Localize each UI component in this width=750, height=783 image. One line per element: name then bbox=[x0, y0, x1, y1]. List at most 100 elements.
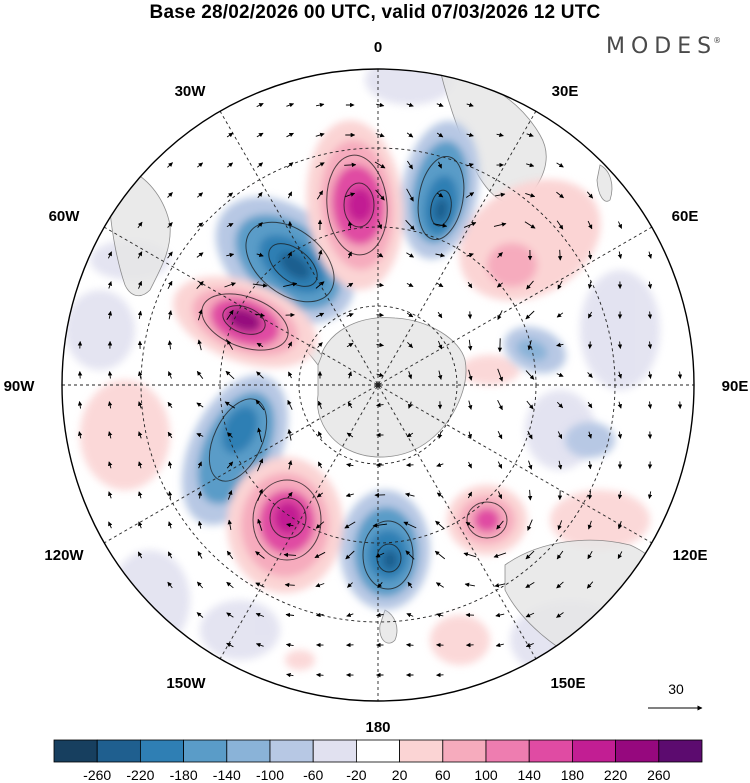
colorbar-swatch bbox=[485, 739, 530, 763]
wind-arrow bbox=[315, 132, 325, 138]
wind-arrow bbox=[407, 581, 413, 589]
new-zealand bbox=[379, 609, 398, 644]
wind-arrow bbox=[586, 581, 594, 589]
wind-arrow bbox=[376, 342, 384, 348]
wind-arrow bbox=[318, 249, 323, 261]
wind-arrow bbox=[196, 402, 204, 408]
wind-arrow bbox=[617, 341, 623, 349]
wind-arrow bbox=[286, 102, 295, 108]
wind-arrow bbox=[196, 433, 204, 438]
wind-arrow bbox=[167, 162, 173, 168]
wind-arrow bbox=[167, 551, 173, 559]
wind-arrow bbox=[617, 221, 623, 229]
registered-mark: ® bbox=[713, 36, 722, 45]
wind-arrow bbox=[617, 521, 623, 530]
wind-arrow bbox=[226, 550, 234, 560]
wind-arrow bbox=[463, 222, 477, 228]
wind-arrow bbox=[407, 371, 413, 380]
wind-arrow bbox=[347, 401, 353, 409]
wind-arrow bbox=[167, 491, 173, 499]
wind-arrow bbox=[347, 582, 353, 588]
wind-arrow bbox=[255, 312, 265, 318]
wind-arrow bbox=[346, 462, 354, 468]
wind-arrow bbox=[495, 642, 504, 648]
wind-arrow bbox=[493, 222, 507, 227]
wind-arrow bbox=[255, 642, 264, 648]
wind-arrow bbox=[316, 492, 324, 498]
wind-arrow bbox=[407, 341, 413, 349]
colorbar-tick-label: 100 bbox=[474, 767, 498, 783]
wind-arrow bbox=[556, 581, 564, 589]
wind-arrow bbox=[287, 251, 292, 259]
wind-arrow bbox=[527, 430, 533, 440]
wind-arrow bbox=[197, 192, 204, 198]
wind-arrow bbox=[497, 368, 504, 382]
wind-arrow bbox=[587, 520, 593, 530]
modes-logo: MODES® bbox=[606, 34, 725, 59]
colorbar-swatch bbox=[139, 739, 184, 763]
wind-arrow bbox=[287, 491, 293, 498]
wind-arrow bbox=[345, 192, 356, 198]
wind-arrow bbox=[256, 132, 264, 138]
wind-arrow bbox=[167, 251, 173, 259]
colorbar-tick-label: -60 bbox=[303, 767, 323, 783]
wind-arrow bbox=[77, 401, 83, 409]
wind-arrow bbox=[405, 219, 415, 231]
wind-arrow bbox=[466, 132, 474, 138]
wind-arrow bbox=[137, 251, 143, 259]
wind-arrow bbox=[525, 582, 535, 588]
wind-arrow bbox=[556, 191, 564, 199]
wind-arrow bbox=[286, 162, 294, 168]
label-90w: 90W bbox=[4, 378, 36, 395]
wind-arrow bbox=[197, 520, 203, 529]
label-150w: 150W bbox=[166, 675, 206, 692]
wind-arrow bbox=[377, 221, 383, 230]
wind-arrow bbox=[556, 162, 564, 168]
wind-arrow bbox=[287, 460, 293, 470]
wind-arrow bbox=[316, 672, 324, 678]
wind-arrow bbox=[137, 371, 143, 379]
wind-arrow bbox=[556, 401, 564, 409]
wind-arrow bbox=[436, 492, 444, 498]
wind-arrow bbox=[226, 223, 234, 228]
colorbar-swatch bbox=[226, 739, 271, 763]
wind-arrow bbox=[345, 550, 355, 560]
wind-arrow bbox=[255, 551, 265, 559]
wind-arrow bbox=[587, 431, 592, 439]
colorbar-swatch bbox=[183, 739, 228, 763]
wind-arrow bbox=[497, 461, 503, 469]
wind-arrow bbox=[108, 491, 113, 499]
reference-vector: 30 bbox=[648, 681, 703, 711]
wind-arrow bbox=[138, 401, 143, 409]
wind-arrow bbox=[375, 133, 385, 138]
high-center-pacific bbox=[227, 457, 343, 593]
wind-arrow bbox=[527, 519, 533, 531]
wind-arrow bbox=[525, 612, 535, 618]
wind-arrow bbox=[167, 461, 173, 469]
wind-arrow bbox=[406, 132, 414, 138]
wind-arrow bbox=[557, 280, 563, 290]
wind-arrow bbox=[437, 431, 443, 439]
wind-arrow bbox=[107, 251, 113, 259]
wind-arrow bbox=[525, 310, 535, 320]
wind-arrow bbox=[167, 431, 173, 439]
wind-arrow bbox=[167, 340, 173, 350]
wind-arrow bbox=[587, 490, 593, 500]
wind-arrow bbox=[527, 340, 532, 351]
wind-arrow bbox=[556, 550, 564, 560]
south-america bbox=[109, 169, 171, 297]
wind-arrow bbox=[256, 342, 264, 348]
wind-arrow bbox=[677, 371, 683, 379]
wind-arrow bbox=[255, 582, 265, 588]
colorbar-tick-label: 20 bbox=[392, 767, 408, 783]
wind-arrow bbox=[526, 280, 534, 290]
colorbar-tick-label: -140 bbox=[213, 767, 241, 783]
wind-arrow bbox=[226, 581, 234, 589]
wind-arrow bbox=[347, 251, 352, 259]
wind-arrow bbox=[287, 191, 293, 199]
wind-arrow bbox=[525, 642, 534, 648]
colorbar-swatch bbox=[572, 739, 617, 763]
wind-arrow bbox=[196, 252, 204, 258]
wind-arrow bbox=[257, 162, 264, 168]
anomaly-centers bbox=[173, 120, 615, 610]
